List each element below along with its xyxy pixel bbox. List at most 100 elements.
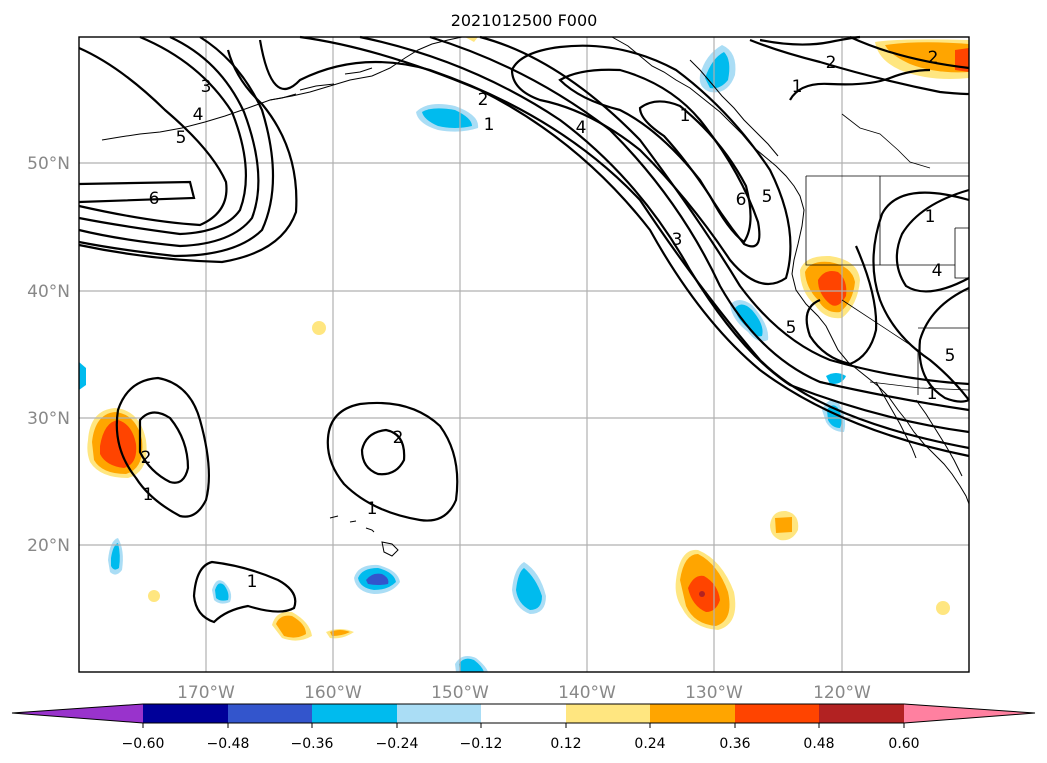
coastline-gulf-california xyxy=(915,399,963,477)
graticule xyxy=(79,37,969,672)
contour-label: 5 xyxy=(762,187,773,207)
coastline-north-america xyxy=(611,36,970,505)
plot-title: 2021012500 F000 xyxy=(451,11,598,30)
colorbar-tick-label: −0.12 xyxy=(460,736,503,752)
contour-labels: 6 5 4 3 2 1 2 1 6 5 4 3 2 1 2 1 1 2 1 5 … xyxy=(141,48,956,592)
contour-label: 4 xyxy=(193,105,204,125)
contour-line xyxy=(895,188,970,293)
colorbar-segment xyxy=(228,704,312,723)
contour-label: 2 xyxy=(393,428,404,448)
lon-label: 160°W xyxy=(304,683,362,703)
contour-line xyxy=(138,411,190,484)
colorbar-tick-label: 0.48 xyxy=(803,736,834,752)
fill-blue xyxy=(215,583,229,601)
coastline-islands xyxy=(269,67,373,101)
contour-line xyxy=(192,560,297,624)
contour-line xyxy=(78,36,260,248)
contour-label: 6 xyxy=(149,189,160,209)
contour-label: 2 xyxy=(141,448,152,468)
fill-blue xyxy=(459,658,484,672)
contour-line xyxy=(558,68,761,248)
contour-line xyxy=(326,401,459,522)
contour-lines xyxy=(78,35,970,624)
colorbar-segment xyxy=(819,704,904,723)
colorbar-tick-label: −0.36 xyxy=(291,736,334,752)
colorbar-segment xyxy=(566,704,650,723)
colorbar-segment xyxy=(143,704,228,723)
contour-line xyxy=(749,38,970,96)
colorbar: −0.60 −0.48 −0.36 −0.24 −0.12 0.12 0.24 … xyxy=(11,703,1036,752)
fill-dark-blue xyxy=(366,573,389,585)
contour-label: 1 xyxy=(484,115,495,135)
lat-label: 30°N xyxy=(27,409,70,429)
colorbar-segment xyxy=(397,704,481,723)
fill-blue xyxy=(705,52,730,89)
colorbar-segment xyxy=(312,704,397,723)
border-canada-interior xyxy=(841,113,931,169)
fill-orange xyxy=(276,615,306,638)
colorbar-tick-label: 0.36 xyxy=(719,736,750,752)
contour-label: 2 xyxy=(478,90,489,110)
contour-label: 1 xyxy=(143,485,154,505)
fill-yellow xyxy=(148,590,160,602)
lon-label: 150°W xyxy=(431,683,489,703)
contour-line xyxy=(510,44,792,286)
contour-line xyxy=(78,49,298,264)
coastline-hawaii xyxy=(329,515,399,557)
fill-blue xyxy=(735,304,763,337)
lon-label: 170°W xyxy=(177,683,235,703)
latitude-labels: 50°N 40°N 30°N 20°N xyxy=(27,154,70,556)
lon-label: 120°W xyxy=(813,683,871,703)
fill-orange xyxy=(330,630,350,636)
fill-blue xyxy=(826,373,846,385)
contour-label: 1 xyxy=(680,106,691,126)
contour-label: 3 xyxy=(201,77,212,97)
contour-label: 1 xyxy=(927,384,938,404)
colorbar-segment xyxy=(650,704,735,723)
fill-orange xyxy=(775,517,792,533)
contour-label: 4 xyxy=(932,261,943,281)
border-us-mexico xyxy=(869,381,970,391)
contour-line xyxy=(429,35,970,412)
lat-label: 20°N xyxy=(27,536,70,556)
colorbar-tick-label: 0.24 xyxy=(634,736,665,752)
fill-blue xyxy=(111,543,120,570)
colorbar-extend-high xyxy=(904,704,1035,723)
fill-red-orange xyxy=(818,271,847,306)
contour-line xyxy=(115,376,210,518)
colorbar-tick-label: 0.60 xyxy=(888,736,919,752)
contour-line xyxy=(78,35,247,236)
colorbar-tick-label: −0.24 xyxy=(376,736,419,752)
contour-label: 5 xyxy=(176,128,187,148)
contour-label: 2 xyxy=(928,48,939,68)
colorbar-segment xyxy=(481,704,566,723)
fill-yellow xyxy=(312,321,326,335)
contour-label: 5 xyxy=(786,318,797,338)
contour-line xyxy=(872,191,970,401)
longitude-labels: 170°W 160°W 150°W 140°W 130°W 120°W xyxy=(177,683,871,703)
fill-yellow xyxy=(465,37,478,42)
contour-label: 4 xyxy=(576,118,587,138)
contour-label: 1 xyxy=(925,207,936,227)
fill-dark-red xyxy=(699,591,705,597)
lon-label: 140°W xyxy=(558,683,616,703)
contour-line xyxy=(479,35,970,386)
coastline-bc-islands xyxy=(689,59,779,157)
contour-line xyxy=(360,428,406,476)
contour-line xyxy=(299,35,970,458)
lon-label: 130°W xyxy=(685,683,743,703)
contour-line xyxy=(78,46,228,227)
contour-line xyxy=(78,36,275,258)
border-states-east xyxy=(918,227,969,329)
contour-line xyxy=(638,100,752,244)
lat-label: 40°N xyxy=(27,282,70,302)
contour-label: 1 xyxy=(367,499,378,519)
fill-blue xyxy=(79,362,86,390)
colorbar-segment xyxy=(735,704,819,723)
contour-label: 1 xyxy=(792,77,803,97)
contour-label: 1 xyxy=(247,572,258,592)
contour-label: 5 xyxy=(945,346,956,366)
shaded-fields xyxy=(79,37,969,672)
colorbar-tick-labels: −0.60 −0.48 −0.36 −0.24 −0.12 0.12 0.24 … xyxy=(122,736,920,752)
